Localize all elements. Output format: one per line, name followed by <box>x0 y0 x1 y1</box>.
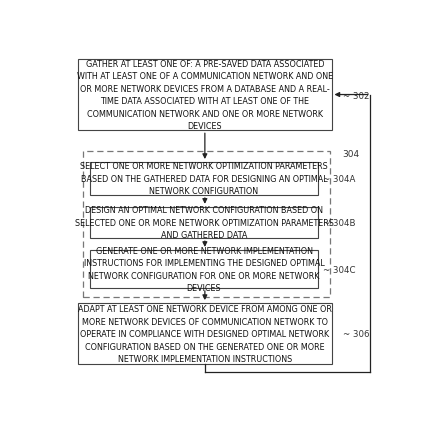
Bar <box>83 152 330 297</box>
Bar <box>90 163 318 196</box>
Text: GATHER AT LEAST ONE OF: A PRE-SAVED DATA ASSOCIATED
WITH AT LEAST ONE OF A COMMU: GATHER AT LEAST ONE OF: A PRE-SAVED DATA… <box>77 60 333 131</box>
Text: DESIGN AN OPTIMAL NETWORK CONFIGURATION BASED ON
SELECTED ONE OR MORE NETWORK OP: DESIGN AN OPTIMAL NETWORK CONFIGURATION … <box>75 206 334 240</box>
Text: ~ 304B: ~ 304B <box>323 218 356 227</box>
Text: ~ 302: ~ 302 <box>344 92 370 101</box>
Text: ADAPT AT LEAST ONE NETWORK DEVICE FROM AMONG ONE OR
MORE NETWORK DEVICES OF COMM: ADAPT AT LEAST ONE NETWORK DEVICE FROM A… <box>78 304 332 363</box>
Text: ~ 304C: ~ 304C <box>323 265 356 274</box>
Text: ~ 306: ~ 306 <box>344 329 370 338</box>
Text: SELECT ONE OR MORE NETWORK OPTIMIZATION PARAMETERS
BASED ON THE GATHERED DATA FO: SELECT ONE OR MORE NETWORK OPTIMIZATION … <box>80 162 328 196</box>
Bar <box>78 303 331 365</box>
Bar <box>90 207 318 239</box>
Bar <box>90 250 318 289</box>
Bar <box>78 60 331 131</box>
Text: GENERATE ONE OR MORE NETWORK IMPLEMENTATION
INSTRUCTIONS FOR IMPLEMENTING THE DE: GENERATE ONE OR MORE NETWORK IMPLEMENTAT… <box>84 246 324 292</box>
Text: 304: 304 <box>342 150 360 159</box>
Text: ~ 304A: ~ 304A <box>323 175 355 184</box>
